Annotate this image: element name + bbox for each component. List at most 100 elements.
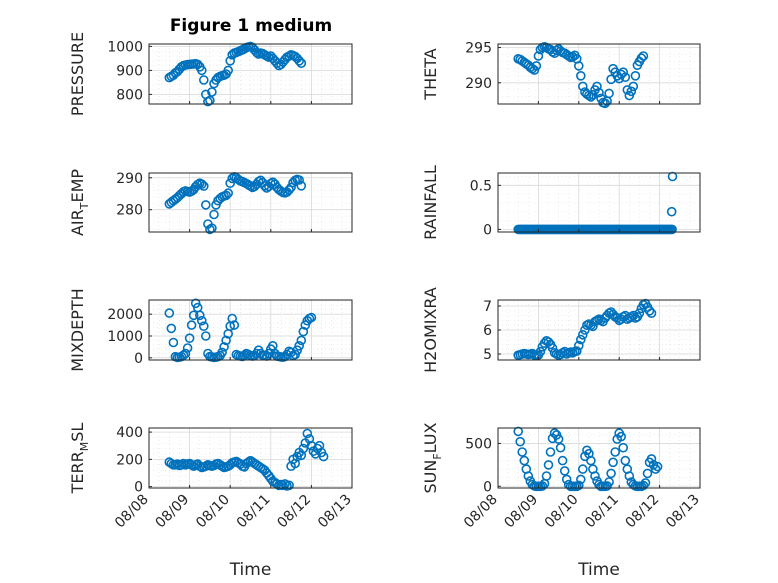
data-point bbox=[223, 188, 233, 198]
data-point bbox=[604, 88, 614, 99]
data-point bbox=[616, 431, 627, 442]
data-point bbox=[284, 185, 294, 195]
data-point bbox=[166, 323, 177, 334]
data-point bbox=[646, 308, 657, 319]
y-tick-label: 0 bbox=[134, 480, 143, 496]
data-point bbox=[543, 460, 554, 470]
subplot-air-temp: 280 290 AIRTEMP bbox=[68, 169, 353, 236]
data-point bbox=[628, 310, 639, 321]
data-point bbox=[644, 305, 655, 316]
data-point bbox=[197, 315, 207, 326]
y-axis-label: AIRTEMP bbox=[68, 169, 91, 236]
data-point bbox=[306, 312, 317, 323]
axes-box bbox=[148, 427, 353, 489]
y-tick-label: 0.5 bbox=[470, 178, 492, 194]
data-point bbox=[575, 334, 586, 345]
y-tick-label: 0 bbox=[134, 351, 143, 367]
y-tick-label: 280 bbox=[116, 203, 143, 219]
data-point bbox=[284, 480, 294, 491]
data-point bbox=[302, 428, 313, 439]
data-points bbox=[513, 298, 657, 361]
data-point bbox=[180, 348, 191, 359]
axes-box bbox=[148, 43, 353, 105]
plot-area bbox=[498, 173, 700, 232]
data-point bbox=[559, 466, 570, 476]
data-point bbox=[197, 179, 207, 189]
data-point bbox=[584, 90, 594, 101]
data-point bbox=[620, 455, 631, 466]
data-point bbox=[586, 455, 596, 466]
data-point bbox=[296, 58, 307, 69]
data-point bbox=[318, 451, 329, 462]
data-point bbox=[594, 87, 604, 98]
data-point bbox=[209, 209, 219, 220]
data-point bbox=[221, 190, 231, 201]
axes-box bbox=[497, 43, 701, 105]
data-point bbox=[513, 426, 524, 437]
data-point bbox=[245, 181, 256, 191]
data-point bbox=[296, 335, 307, 346]
data-point bbox=[223, 65, 233, 76]
data-point bbox=[197, 65, 207, 76]
data-point bbox=[168, 337, 179, 348]
data-point bbox=[551, 45, 562, 56]
data-point bbox=[221, 335, 231, 346]
data-point bbox=[610, 447, 621, 457]
data-point bbox=[557, 455, 568, 466]
data-point bbox=[553, 434, 564, 444]
data-point bbox=[539, 338, 550, 349]
data-point bbox=[606, 468, 616, 479]
data-point bbox=[219, 342, 229, 352]
data-point bbox=[628, 81, 639, 92]
data-point bbox=[296, 181, 307, 191]
data-point bbox=[531, 61, 542, 71]
data-point bbox=[592, 81, 602, 92]
y-axis-label: THETA bbox=[421, 48, 440, 100]
data-point bbox=[624, 471, 635, 481]
data-point bbox=[638, 480, 649, 491]
data-point bbox=[555, 442, 566, 453]
x-axis-label: Time bbox=[229, 560, 272, 580]
axes-box bbox=[497, 427, 701, 489]
data-point bbox=[310, 449, 321, 459]
figure-title: Figure 1 medium bbox=[170, 16, 332, 36]
data-point bbox=[182, 343, 193, 353]
data-point bbox=[667, 224, 677, 235]
y-tick-label: 2000 bbox=[107, 307, 143, 323]
data-point bbox=[608, 457, 618, 468]
data-point bbox=[575, 474, 586, 485]
data-point bbox=[519, 455, 530, 466]
data-point bbox=[278, 480, 288, 491]
data-point bbox=[577, 464, 588, 474]
data-point bbox=[626, 86, 637, 97]
data-point bbox=[199, 321, 209, 332]
data-points bbox=[513, 171, 678, 235]
data-point bbox=[577, 329, 588, 340]
data-point bbox=[272, 58, 282, 69]
data-point bbox=[638, 51, 649, 61]
data-point bbox=[545, 447, 556, 457]
data-point bbox=[618, 442, 629, 453]
data-point bbox=[577, 81, 588, 92]
y-tick-label: 0 bbox=[483, 479, 492, 495]
subplot-h2omixra: 5 6 7 H2OMIXRA bbox=[421, 287, 701, 373]
y-tick-label: 1000 bbox=[107, 39, 143, 55]
subplot-rainfall: 0 0.5 RAINFALL bbox=[421, 165, 701, 240]
y-tick-label: 200 bbox=[116, 452, 143, 468]
data-point bbox=[515, 436, 526, 447]
data-point bbox=[294, 340, 305, 351]
y-tick-label: 290 bbox=[116, 171, 143, 187]
data-point bbox=[243, 457, 254, 467]
y-tick-label: 1000 bbox=[107, 329, 143, 345]
subplot-theta: 290 295 THETA bbox=[421, 41, 701, 109]
y-axis-label: MIXDEPTH bbox=[68, 288, 87, 371]
data-point bbox=[575, 71, 586, 81]
y-axis-label: RAINFALL bbox=[421, 165, 440, 240]
data-point bbox=[225, 55, 235, 66]
y-tick-label: 290 bbox=[465, 76, 492, 92]
data-points bbox=[513, 41, 649, 109]
data-point bbox=[201, 200, 211, 210]
data-point bbox=[294, 175, 305, 185]
y-tick-label: 800 bbox=[116, 87, 143, 103]
data-point bbox=[573, 340, 584, 351]
